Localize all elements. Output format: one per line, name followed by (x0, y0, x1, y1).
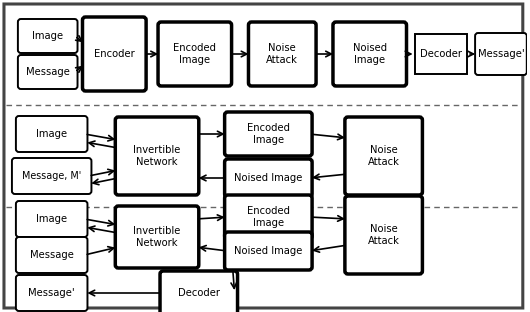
Text: Image: Image (32, 31, 63, 41)
Text: Noise
Attack: Noise Attack (368, 145, 400, 167)
FancyBboxPatch shape (225, 195, 312, 239)
Text: Message: Message (30, 250, 74, 260)
Text: Message, M': Message, M' (22, 171, 81, 181)
FancyBboxPatch shape (16, 275, 87, 311)
Text: Noise
Attack: Noise Attack (368, 224, 400, 246)
Text: Decoder: Decoder (178, 288, 220, 298)
FancyBboxPatch shape (160, 271, 237, 312)
Text: Invertible
Network: Invertible Network (134, 226, 181, 248)
Text: Encoded
Image: Encoded Image (173, 43, 216, 65)
FancyBboxPatch shape (12, 158, 92, 194)
FancyBboxPatch shape (18, 19, 77, 53)
FancyBboxPatch shape (225, 112, 312, 156)
FancyBboxPatch shape (249, 22, 316, 86)
Text: Noised
Image: Noised Image (352, 43, 387, 65)
Text: Message: Message (26, 67, 69, 77)
FancyBboxPatch shape (16, 237, 87, 273)
FancyBboxPatch shape (16, 116, 87, 152)
Text: Encoder: Encoder (94, 49, 135, 59)
Text: Encoded
Image: Encoded Image (247, 123, 290, 145)
Text: Message': Message' (478, 49, 524, 59)
FancyBboxPatch shape (333, 22, 407, 86)
FancyBboxPatch shape (116, 117, 199, 195)
Text: Noise
Attack: Noise Attack (267, 43, 298, 65)
Text: Noised Image: Noised Image (234, 246, 303, 256)
FancyBboxPatch shape (475, 33, 527, 75)
Bar (416, 34, 467, 74)
FancyBboxPatch shape (345, 196, 422, 274)
Text: Message': Message' (28, 288, 75, 298)
FancyBboxPatch shape (225, 159, 312, 197)
FancyBboxPatch shape (83, 17, 146, 91)
Text: Image: Image (36, 214, 67, 224)
FancyBboxPatch shape (116, 206, 199, 268)
FancyBboxPatch shape (16, 201, 87, 237)
FancyBboxPatch shape (4, 4, 523, 308)
Text: Image: Image (36, 129, 67, 139)
Text: Encoded
Image: Encoded Image (247, 206, 290, 228)
Text: Decoder: Decoder (420, 49, 462, 59)
Text: Noised Image: Noised Image (234, 173, 303, 183)
Text: Invertible
Network: Invertible Network (134, 145, 181, 167)
FancyBboxPatch shape (18, 55, 77, 89)
FancyBboxPatch shape (225, 232, 312, 270)
FancyBboxPatch shape (158, 22, 232, 86)
FancyBboxPatch shape (345, 117, 422, 195)
